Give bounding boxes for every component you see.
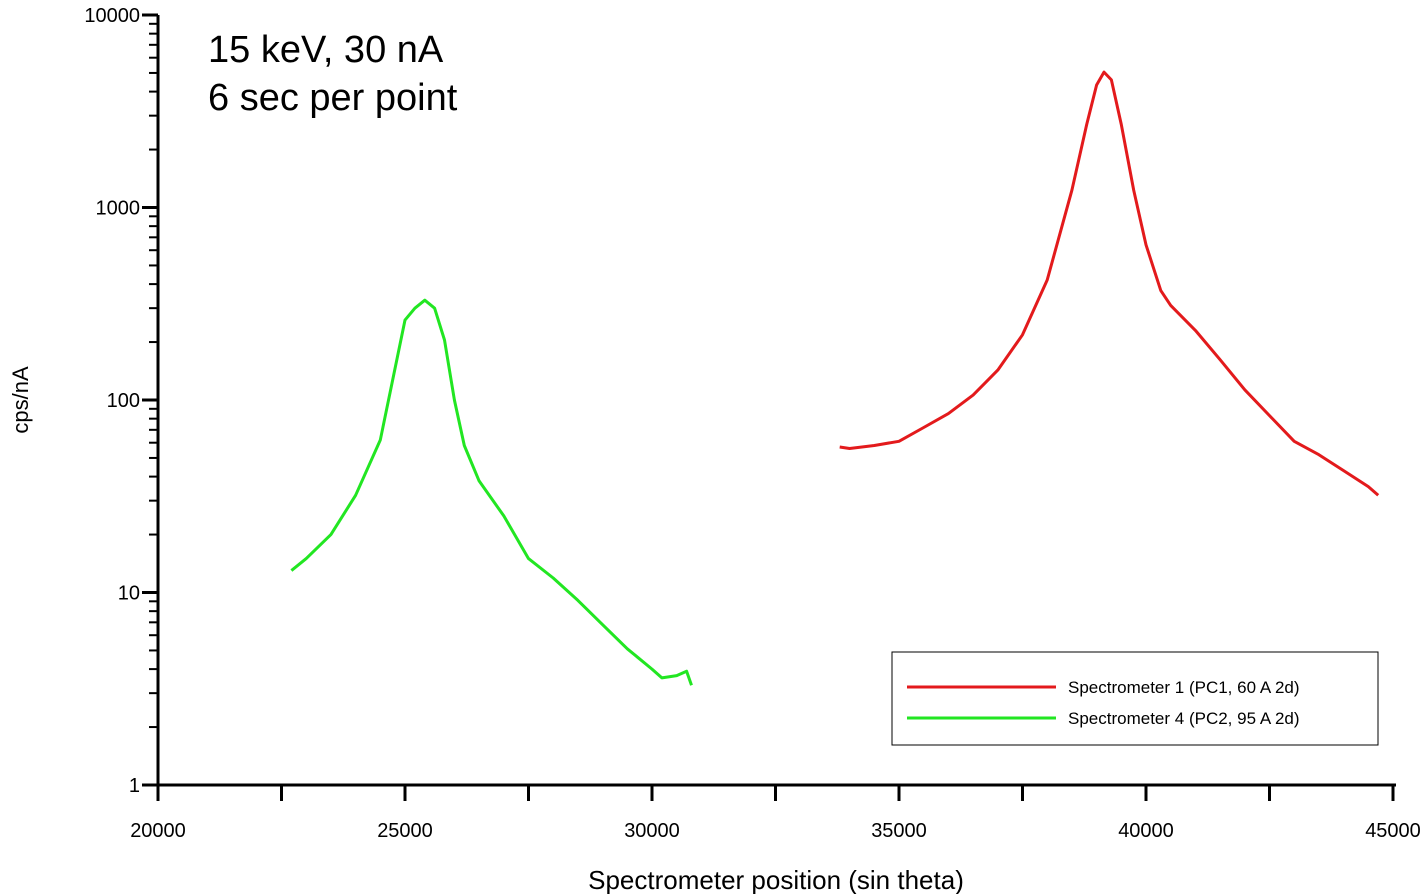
legend-box xyxy=(891,651,1379,746)
y-tick-label: 1 xyxy=(129,775,140,797)
x-tick-label: 30000 xyxy=(624,820,680,842)
annotation: 15 keV, 30 nA xyxy=(208,29,444,71)
x-tick-label: 35000 xyxy=(871,820,927,842)
y-tick-label: 10 xyxy=(118,583,140,605)
series-line xyxy=(290,298,693,686)
legend-label: Spectrometer 4 (PC2, 95 A 2d) xyxy=(1068,709,1300,728)
x-tick-label: 25000 xyxy=(377,820,433,842)
y-tick-label: 10000 xyxy=(84,5,140,27)
x-tick-label: 40000 xyxy=(1118,820,1174,842)
y-tick-label: 1000 xyxy=(96,198,141,220)
y-axis-title: cps/nA xyxy=(8,366,33,434)
series-line xyxy=(839,70,1380,497)
annotation: 6 sec per point xyxy=(208,77,458,119)
x-tick-label: 45000 xyxy=(1365,820,1421,842)
x-axis-title: Spectrometer position (sin theta) xyxy=(588,865,964,894)
y-tick-label: 100 xyxy=(107,390,140,412)
x-tick-label: 20000 xyxy=(130,820,186,842)
legend-label: Spectrometer 1 (PC1, 60 A 2d) xyxy=(1068,678,1300,697)
